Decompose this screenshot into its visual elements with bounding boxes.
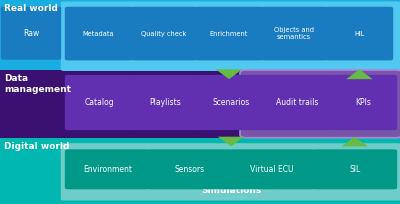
Bar — [0, 70, 400, 138]
FancyBboxPatch shape — [260, 7, 328, 60]
FancyBboxPatch shape — [195, 7, 263, 60]
Text: SIL: SIL — [349, 165, 360, 174]
Text: Audit trails: Audit trails — [276, 98, 318, 107]
Bar — [0, 0, 400, 70]
Bar — [0, 138, 400, 204]
FancyBboxPatch shape — [65, 149, 150, 189]
Text: Enrichment: Enrichment — [210, 31, 248, 37]
FancyBboxPatch shape — [197, 75, 265, 130]
Polygon shape — [216, 69, 242, 79]
Text: Raw: Raw — [23, 29, 39, 38]
Text: Sensors: Sensors — [175, 165, 205, 174]
FancyBboxPatch shape — [329, 75, 397, 130]
FancyBboxPatch shape — [312, 149, 397, 189]
Text: Real world: Real world — [4, 4, 58, 13]
Text: Data
management: Data management — [4, 74, 71, 94]
FancyBboxPatch shape — [240, 70, 400, 138]
Text: Quality check: Quality check — [141, 31, 186, 37]
Text: Virtual ECU: Virtual ECU — [250, 165, 294, 174]
FancyBboxPatch shape — [131, 75, 199, 130]
FancyBboxPatch shape — [147, 149, 232, 189]
FancyBboxPatch shape — [130, 7, 198, 60]
FancyBboxPatch shape — [65, 7, 132, 60]
Text: Objects and
semantics: Objects and semantics — [274, 27, 314, 40]
FancyBboxPatch shape — [65, 75, 133, 130]
FancyBboxPatch shape — [326, 7, 393, 60]
Text: Playlists: Playlists — [149, 98, 181, 107]
FancyBboxPatch shape — [1, 7, 61, 60]
FancyBboxPatch shape — [263, 75, 331, 130]
FancyBboxPatch shape — [61, 143, 400, 201]
Text: KPIs: KPIs — [355, 98, 371, 107]
Text: Recordings: Recordings — [200, 8, 262, 18]
Text: HIL: HIL — [354, 31, 364, 37]
Polygon shape — [218, 137, 244, 146]
Text: Environment: Environment — [83, 165, 132, 174]
Polygon shape — [342, 137, 368, 146]
FancyBboxPatch shape — [61, 1, 400, 71]
Text: Digital world: Digital world — [4, 142, 69, 151]
FancyBboxPatch shape — [230, 149, 315, 189]
Polygon shape — [346, 69, 373, 79]
Text: Simulations: Simulations — [201, 186, 261, 195]
Text: Scenarios: Scenarios — [212, 98, 250, 107]
Text: Metadata: Metadata — [83, 31, 114, 37]
Text: Catalog: Catalog — [84, 98, 114, 107]
